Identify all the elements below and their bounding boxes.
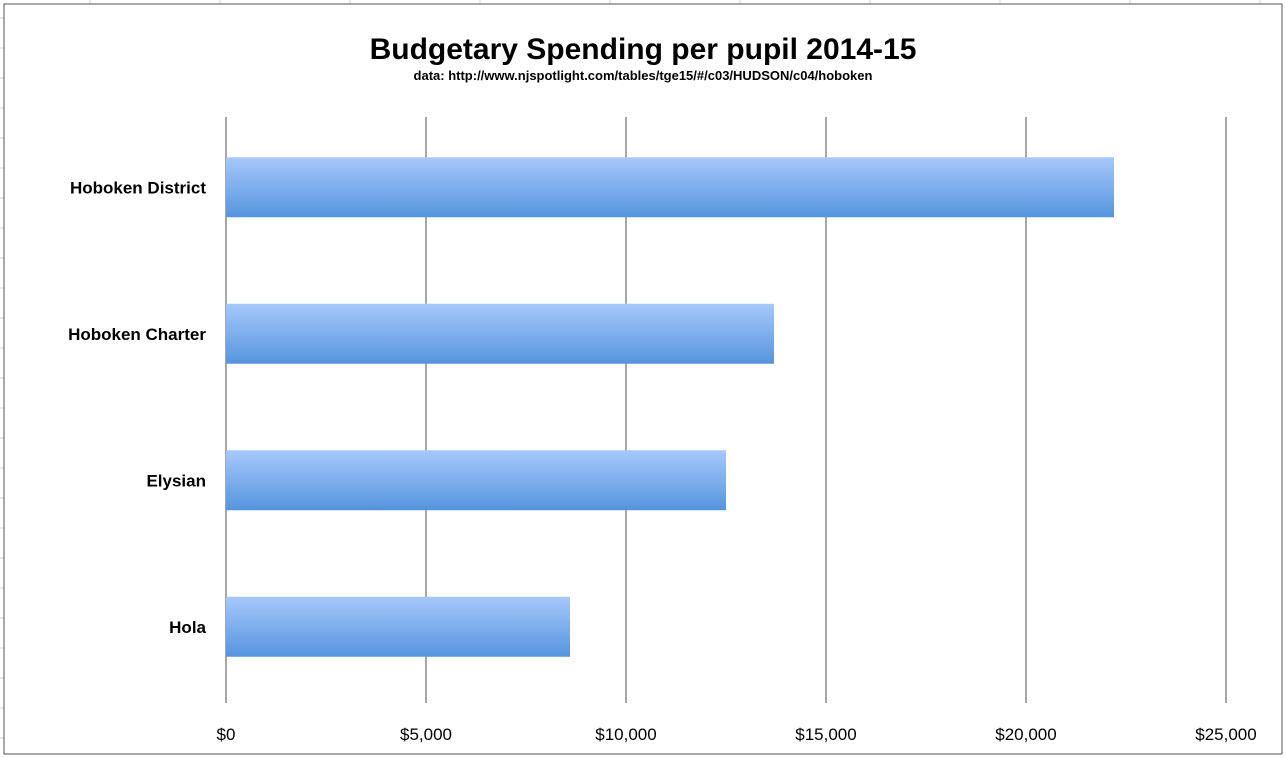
- bar-hoboken-charter: [226, 303, 774, 364]
- category-label-elysian: Elysian: [146, 471, 206, 490]
- chart-frame: [3, 3, 1283, 755]
- x-tick-label-3: $15,000: [795, 725, 856, 744]
- bars-group: [226, 157, 1114, 657]
- category-label-hoboken-district: Hoboken District: [70, 178, 206, 197]
- bar-hola: [226, 596, 570, 657]
- bar-hoboken-district: [226, 157, 1114, 218]
- x-tick-label-0: $0: [217, 725, 236, 744]
- x-tick-label-4: $20,000: [995, 725, 1056, 744]
- chart-subtitle: data: http://www.njspotlight.com/tables/…: [414, 68, 873, 83]
- x-axis-tick-labels: $0 $5,000 $10,000 $15,000 $20,000 $25,000: [217, 725, 1257, 744]
- x-tick-label-5: $25,000: [1195, 725, 1256, 744]
- x-tick-label-1: $5,000: [400, 725, 452, 744]
- category-labels: Hoboken District Hoboken Charter Elysian Ho…: [68, 178, 206, 637]
- chart-title: Budgetary Spending per pupil 2014-15: [370, 33, 917, 66]
- spreadsheet-background-grid: [0, 0, 1261, 739]
- bar-elysian: [226, 450, 726, 511]
- category-label-hoboken-charter: Hoboken Charter: [68, 325, 206, 344]
- category-label-hola: Hola: [169, 618, 206, 637]
- x-tick-label-2: $10,000: [595, 725, 656, 744]
